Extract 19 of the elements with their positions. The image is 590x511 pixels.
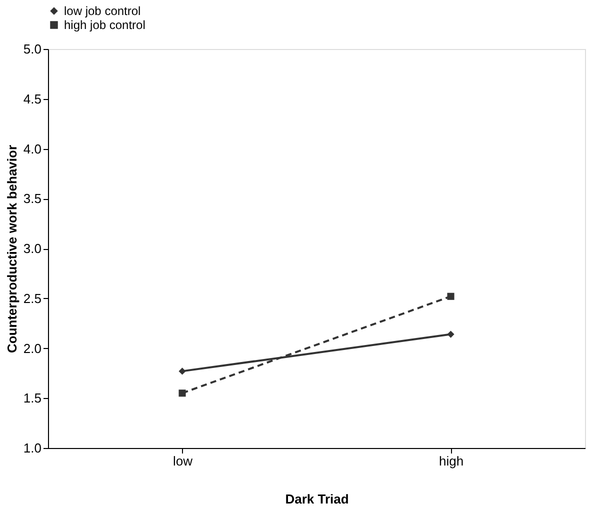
y-axis-title: Counterproductive work behavior	[4, 144, 20, 354]
y-tick-label: 4.5	[23, 91, 42, 106]
legend-label: low job control	[64, 4, 141, 18]
y-tick-label: 2.5	[23, 290, 42, 306]
y-tick-label: 2.0	[23, 340, 42, 356]
y-tick-label: 3.5	[23, 191, 42, 206]
x-axis-title: Dark Triad	[285, 492, 349, 506]
point	[447, 292, 454, 300]
point	[178, 368, 186, 375]
y-tick-label: 4.0	[23, 141, 42, 156]
y-tick-label: 3.0	[23, 241, 42, 256]
y-tick-label: 1.0	[23, 440, 42, 456]
point	[447, 330, 454, 338]
legend-label: high job control	[64, 18, 146, 32]
y-tick-label: 1.5	[23, 390, 42, 406]
point	[178, 390, 186, 397]
y-tick-label: 5.0	[23, 42, 42, 56]
x-tick-label: high	[438, 454, 464, 468]
x-tick-label: low	[172, 454, 194, 468]
